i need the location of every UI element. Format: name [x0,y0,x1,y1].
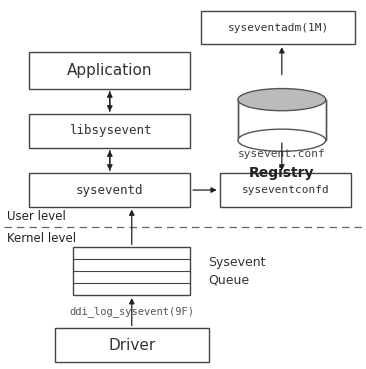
Text: ddi_log_sysevent(9F): ddi_log_sysevent(9F) [69,306,194,317]
Text: syseventadm(1M): syseventadm(1M) [228,23,329,33]
Text: Kernel level: Kernel level [7,232,76,245]
Bar [201,11,355,44]
Bar [29,114,190,148]
Text: syseventconfd: syseventconfd [242,185,329,195]
Ellipse shape [238,89,326,111]
Text: sysevent.conf: sysevent.conf [238,149,326,159]
Bar [238,100,326,140]
Text: libsysevent: libsysevent [68,124,151,138]
Bar [29,173,190,207]
Bar [55,328,209,362]
Text: User level: User level [7,210,66,223]
Bar [73,247,190,295]
Ellipse shape [238,129,326,151]
Text: Driver: Driver [108,338,156,352]
Bar [220,173,351,207]
Text: syseventd: syseventd [76,183,143,197]
Text: Sysevent
Queue: Sysevent Queue [209,256,266,286]
Text: Registry: Registry [249,166,314,180]
Bar [29,52,190,89]
Text: Application: Application [67,63,153,77]
